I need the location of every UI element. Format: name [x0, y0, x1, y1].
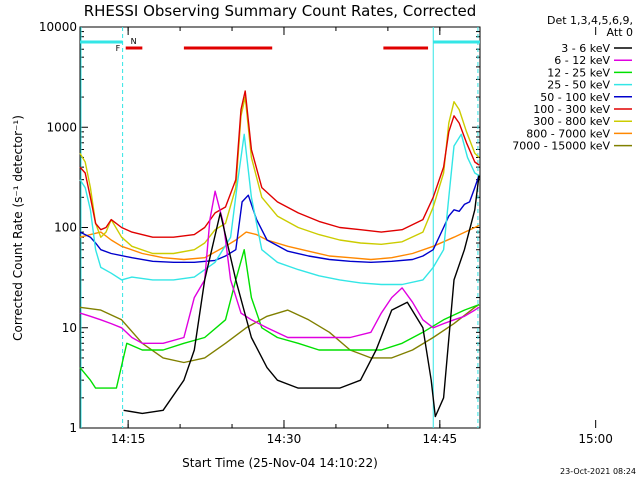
legend-label-25-50-kev: 25 - 50 keV [547, 79, 610, 92]
y-tick-label: 1 [69, 421, 77, 435]
x-axis-label: Start Time (25-Nov-04 14:10:22) [182, 456, 378, 470]
series-line-300-800-kev [79, 96, 480, 255]
legend-label-12-25-kev: 12 - 25 keV [547, 66, 610, 79]
y-tick-label: 100 [54, 221, 77, 235]
x-tick-label: 14:15 [111, 432, 146, 446]
legend-label-300-800-kev: 300 - 800 keV [533, 115, 610, 128]
x-tick-label: 14:30 [267, 432, 302, 446]
legend-label-50-100-kev: 50 - 100 keV [540, 91, 610, 104]
legend-label-7000-15000-kev: 7000 - 15000 keV [512, 140, 610, 153]
x-tick-label: 14:45 [423, 432, 458, 446]
series-line-100-300-kev [79, 90, 480, 238]
plot-frame [79, 26, 481, 429]
y-tick-label: 10000 [39, 20, 77, 34]
legend-header-line1: Det 1,3,4,5,6,9, [547, 14, 633, 27]
legend-label-800-7000-kev: 800 - 7000 keV [526, 127, 610, 140]
legend-label-3-6-kev: 3 - 6 keV [561, 42, 610, 55]
legend-label-6-12-kev: 6 - 12 keV [554, 54, 610, 67]
series-line-3-6-kev [123, 175, 480, 418]
plot-area: 11010010001000014:1514:3014:4515:0015:15… [39, 20, 613, 446]
series-line-800-7000-kev [79, 224, 480, 261]
series-line-50-100-kev [79, 175, 480, 263]
y-axis-label: Corrected Count Rate (s⁻¹ detector⁻¹) [11, 115, 25, 341]
series-line-12-25-kev [79, 248, 480, 389]
legend-header-line2: Att 0 [607, 26, 633, 39]
chart-title: RHESSI Observing Summary Count Rates, Co… [84, 2, 477, 20]
y-tick-label: 1000 [46, 120, 77, 134]
flare-flag-label: F [116, 44, 121, 53]
x-tick-label: 15:00 [578, 432, 613, 446]
generation-timestamp: 23-Oct-2021 08:24 [560, 467, 636, 476]
series-line-25-50-kev [79, 133, 480, 286]
legend-label-100-300-kev: 100 - 300 keV [533, 103, 610, 116]
series-line-7000-15000-kev [79, 304, 480, 364]
series-line-6-12-kev [79, 190, 480, 344]
night-flag-label: N [131, 37, 137, 46]
y-tick-label: 10 [62, 321, 77, 335]
